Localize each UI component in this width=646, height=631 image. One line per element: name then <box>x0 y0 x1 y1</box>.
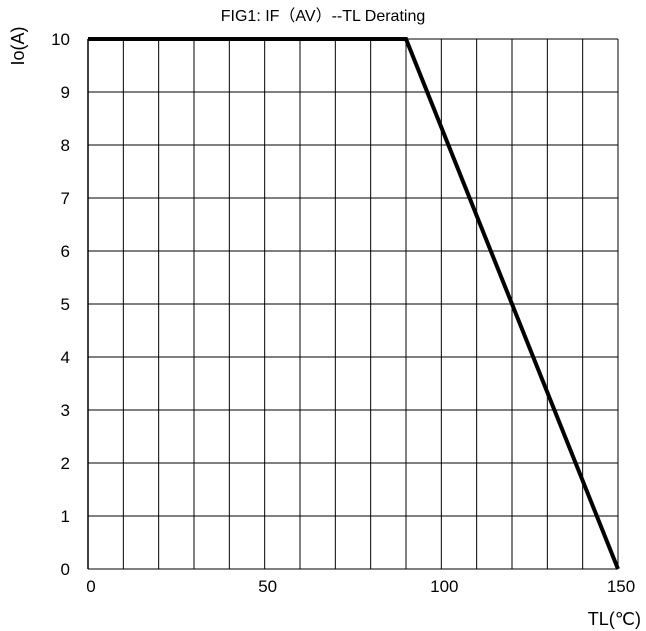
y-tick-label: 5 <box>61 295 70 314</box>
y-tick-label: 8 <box>61 136 70 155</box>
x-tick-label: 50 <box>258 577 277 596</box>
y-axis-label: Io(A) <box>8 26 28 65</box>
y-tick-label: 0 <box>61 560 70 579</box>
series-group <box>88 37 620 570</box>
x-axis-label: TL(℃) <box>588 609 641 629</box>
y-tick-label: 10 <box>51 30 70 49</box>
y-tick-label: 9 <box>61 83 70 102</box>
y-tick-label: 1 <box>61 507 70 526</box>
y-tick-label: 7 <box>61 189 70 208</box>
y-tick-label: 3 <box>61 401 70 420</box>
x-tick-label: 150 <box>607 577 635 596</box>
y-tick-label: 4 <box>61 348 70 367</box>
y-tick-label: 2 <box>61 454 70 473</box>
x-tick-label: 100 <box>430 577 458 596</box>
chart-title: FIG1: IF（AV）--TL Derating <box>220 8 426 25</box>
grid <box>87 38 619 570</box>
y-tick-label: 6 <box>61 242 70 261</box>
derating-curve <box>88 37 620 570</box>
x-tick-label: 0 <box>86 577 95 596</box>
